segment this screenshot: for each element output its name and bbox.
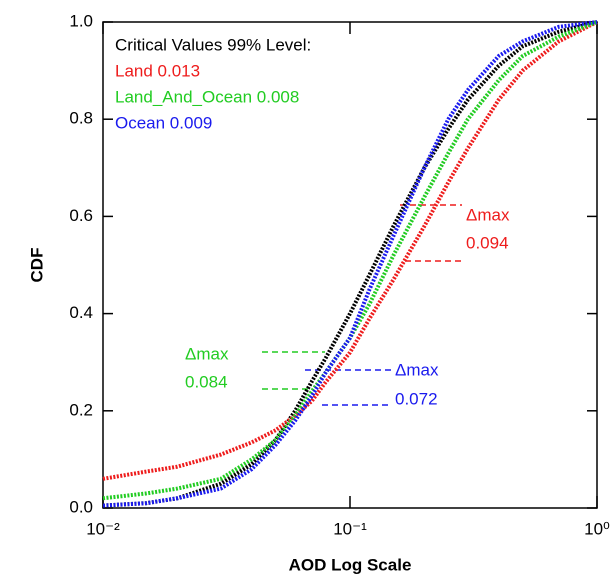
y-tick-label: 0.0 <box>69 497 93 516</box>
series-line <box>102 20 598 508</box>
x-tick-label: 10⁻¹ <box>333 519 367 538</box>
annotation: 0.084 <box>185 372 228 391</box>
annotation: Δmax <box>466 205 510 224</box>
x-axis-label: AOD Log Scale <box>289 555 412 574</box>
x-tick-label: 10⁰ <box>584 519 610 538</box>
annotation: Δmax <box>185 344 229 363</box>
y-tick-label: 0.4 <box>69 303 93 322</box>
legend-title: Critical Values 99% Level: <box>115 35 311 54</box>
annotation: 0.072 <box>395 389 438 408</box>
legend-entry: Land_And_Ocean 0.008 <box>115 87 299 106</box>
y-tick-label: 0.8 <box>69 109 93 128</box>
legend-entry: Land 0.013 <box>115 61 200 80</box>
y-tick-label: 1.0 <box>69 11 93 30</box>
x-tick-label: 10⁻² <box>86 519 120 538</box>
legend-entry: Ocean 0.009 <box>115 113 212 132</box>
series-line <box>102 20 598 481</box>
y-axis-label: CDF <box>27 248 46 283</box>
y-tick-label: 0.6 <box>69 206 93 225</box>
y-tick-label: 0.2 <box>69 400 93 419</box>
annotation: 0.094 <box>466 233 509 252</box>
annotation: Δmax <box>395 360 439 379</box>
series-line <box>102 20 598 508</box>
